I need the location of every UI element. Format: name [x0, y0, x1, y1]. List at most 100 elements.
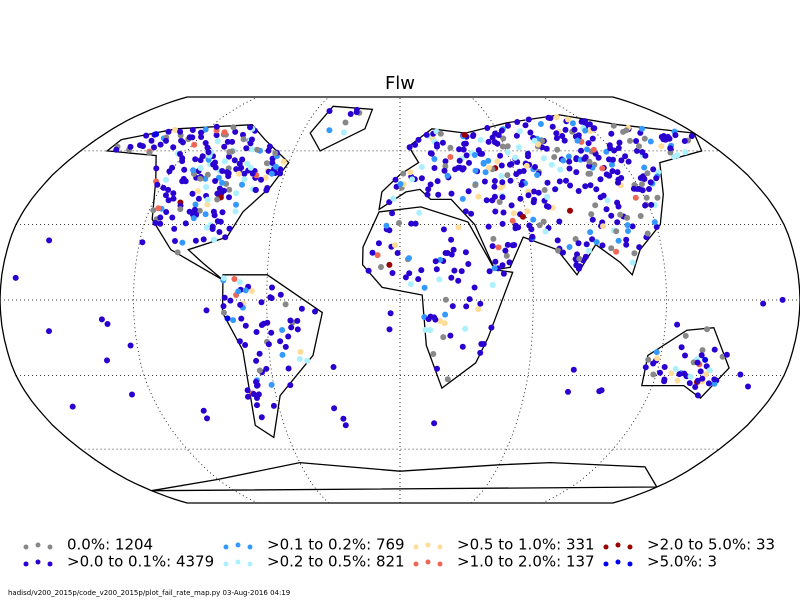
station-dot: [465, 261, 472, 267]
station-dot: [434, 143, 440, 150]
station-dot: [540, 155, 547, 162]
station-dot: [704, 326, 710, 333]
station-dot: [69, 403, 76, 410]
station-dot: [611, 147, 618, 154]
station-dot: [297, 349, 304, 355]
station-dot: [489, 282, 496, 288]
station-dot: [397, 181, 404, 187]
station-dot: [233, 201, 239, 208]
station-dot: [272, 150, 279, 157]
station-dot: [170, 190, 177, 197]
legend-swatch: [425, 559, 431, 565]
station-dot: [472, 167, 479, 174]
station-dot: [434, 365, 440, 372]
station-dot: [661, 378, 668, 385]
station-dot: [615, 176, 622, 183]
station-dot: [369, 249, 376, 256]
station-dot: [157, 220, 164, 227]
station-dot: [249, 170, 256, 177]
station-dot: [237, 301, 244, 308]
station-dot: [396, 220, 403, 226]
station-dot: [296, 356, 303, 362]
station-dot: [556, 218, 563, 225]
station-dot: [523, 162, 530, 169]
station-dot: [148, 137, 155, 144]
station-dot: [236, 279, 243, 286]
station-dot: [331, 405, 338, 412]
station-dot: [258, 414, 265, 421]
station-dot: [471, 152, 478, 158]
legend-swatch: [23, 544, 29, 550]
station-dot: [447, 144, 454, 151]
station-dot: [552, 186, 559, 193]
station-dot: [584, 146, 590, 153]
station-dot: [415, 136, 422, 143]
station-dot: [672, 365, 679, 372]
station-dot: [484, 125, 491, 131]
station-dot: [244, 387, 251, 394]
station-dot: [512, 154, 519, 161]
station-dot: [543, 203, 550, 210]
legend-swatch: [223, 561, 229, 567]
station-dot: [104, 321, 111, 327]
station-dot: [431, 165, 438, 171]
station-dot: [277, 338, 284, 345]
station-dot: [247, 140, 254, 147]
station-dot: [641, 164, 648, 171]
station-dot: [214, 138, 221, 145]
station-dot: [280, 158, 287, 165]
station-dot: [667, 145, 674, 152]
station-dot: [629, 223, 636, 230]
station-dot: [485, 157, 492, 164]
station-dot: [224, 169, 230, 176]
station-dot: [378, 264, 384, 270]
station-dot: [498, 127, 505, 134]
station-dot: [498, 162, 505, 169]
station-dot: [442, 158, 449, 165]
coastline: [105, 124, 290, 281]
station-dot: [667, 149, 674, 156]
station-dot: [624, 214, 631, 221]
station-dot: [494, 158, 501, 165]
station-dot: [104, 357, 110, 364]
station-dot: [229, 138, 236, 145]
station-dot: [544, 194, 551, 200]
station-dot: [304, 357, 311, 364]
station-dot: [682, 352, 688, 359]
station-dot: [502, 247, 509, 254]
station-dot: [423, 131, 430, 138]
station-dot: [646, 186, 652, 192]
station-dot: [520, 213, 526, 220]
station-dot: [437, 318, 444, 325]
station-dot: [616, 139, 623, 146]
station-dot: [555, 247, 562, 254]
station-dot: [566, 165, 573, 172]
station-dot: [642, 202, 649, 209]
station-dot: [195, 195, 202, 202]
station-dot: [253, 357, 260, 364]
station-dot: [575, 188, 582, 194]
coastline: [221, 274, 324, 439]
station-dot: [699, 347, 706, 354]
station-dot: [169, 214, 176, 221]
station-dot: [711, 380, 718, 387]
station-dot: [565, 388, 571, 395]
station-dot: [530, 216, 537, 223]
station-dot: [179, 239, 186, 246]
station-dot: [170, 195, 177, 202]
station-dot: [407, 281, 414, 288]
station-dot: [515, 144, 522, 151]
station-dot: [353, 109, 360, 116]
station-dot: [485, 164, 492, 171]
station-dot: [462, 140, 469, 147]
station-dot: [513, 132, 520, 139]
station-dot: [504, 241, 511, 248]
legend-swatch: [437, 544, 443, 550]
station-dot: [427, 181, 434, 188]
station-dot: [639, 125, 645, 132]
station-dot: [174, 249, 181, 256]
coastline: [309, 105, 374, 152]
legend-label: >5.0%: 3: [647, 553, 717, 571]
station-dot: [211, 212, 218, 219]
station-dot: [565, 153, 572, 160]
